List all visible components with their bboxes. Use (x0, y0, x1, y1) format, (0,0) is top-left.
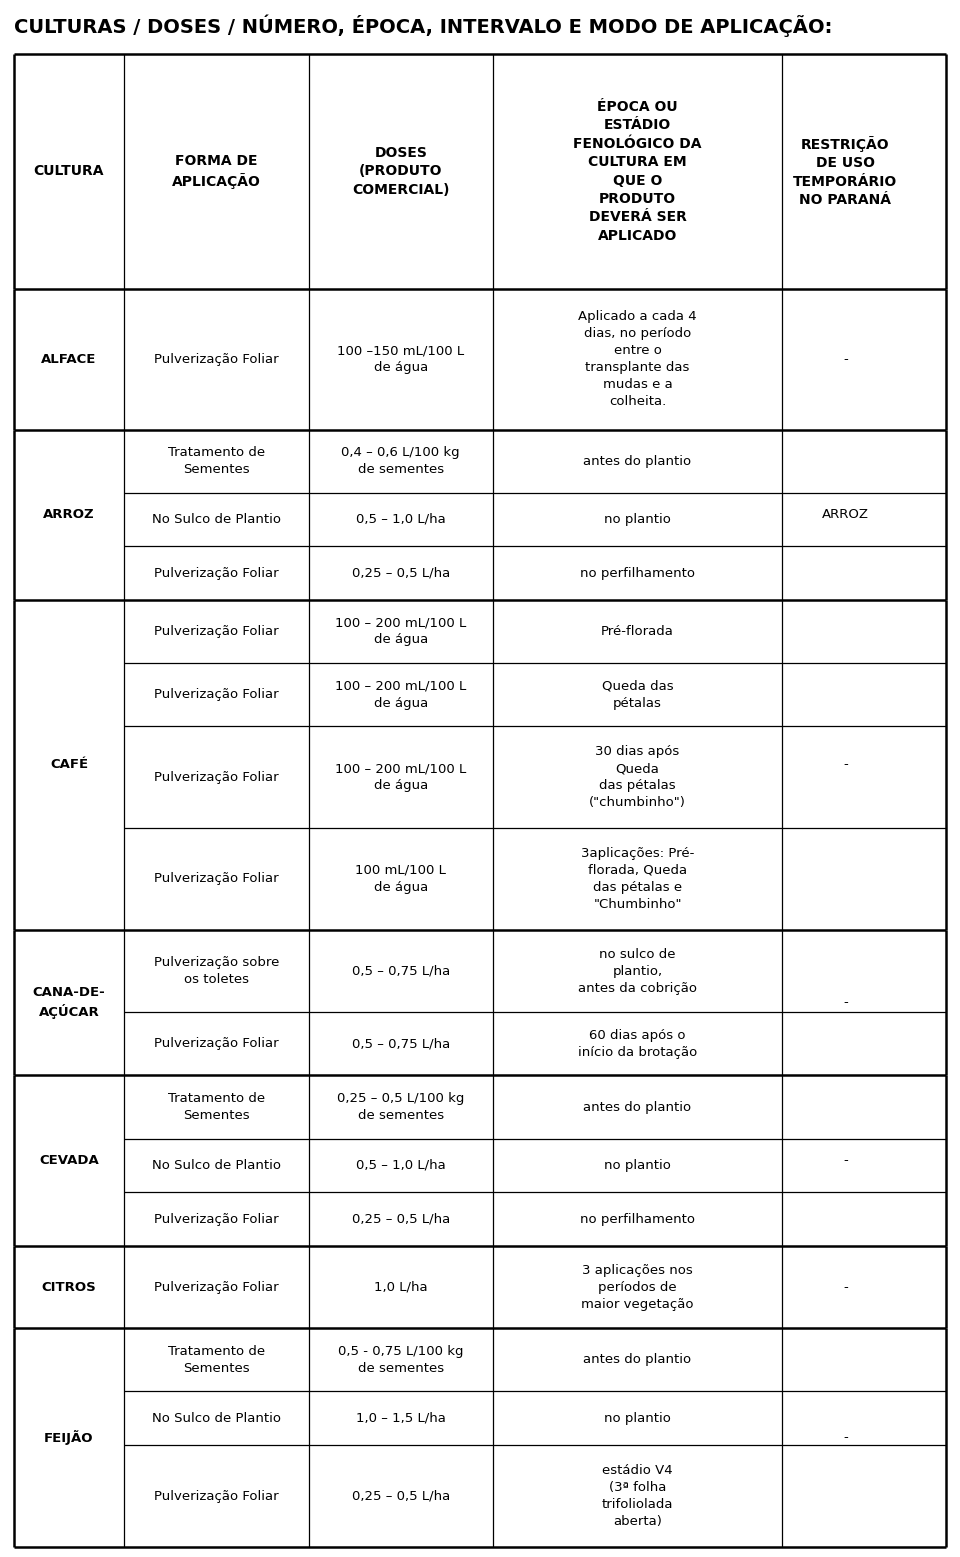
Text: -: - (843, 353, 848, 366)
Text: -: - (843, 1431, 848, 1445)
Text: 0,25 – 0,5 L/100 kg
de sementes: 0,25 – 0,5 L/100 kg de sementes (337, 1091, 465, 1123)
Text: No Sulco de Plantio: No Sulco de Plantio (152, 1158, 280, 1172)
Text: Pulverização Foliar: Pulverização Foliar (154, 688, 278, 701)
Text: 60 dias após o
início da brotação: 60 dias após o início da brotação (578, 1029, 697, 1059)
Text: CULTURA: CULTURA (34, 165, 105, 179)
Text: 0,4 – 0,6 L/100 kg
de sementes: 0,4 – 0,6 L/100 kg de sementes (342, 447, 460, 476)
Text: 100 – 200 mL/100 L
de água: 100 – 200 mL/100 L de água (335, 679, 467, 710)
Text: Pulverização sobre
os toletes: Pulverização sobre os toletes (154, 956, 279, 986)
Text: 1,0 – 1,5 L/ha: 1,0 – 1,5 L/ha (356, 1412, 445, 1425)
Text: 100 –150 mL/100 L
de água: 100 –150 mL/100 L de água (337, 344, 465, 374)
Text: No Sulco de Plantio: No Sulco de Plantio (152, 512, 280, 526)
Text: -: - (843, 996, 848, 1009)
Text: Pulverização Foliar: Pulverização Foliar (154, 1280, 278, 1294)
Text: 100 mL/100 L
de água: 100 mL/100 L de água (355, 864, 446, 894)
Text: ALFACE: ALFACE (41, 353, 97, 366)
Text: 3 aplicações nos
períodos de
maior vegetação: 3 aplicações nos períodos de maior veget… (581, 1264, 694, 1311)
Text: Pulverização Foliar: Pulverização Foliar (154, 353, 278, 366)
Text: no perfilhamento: no perfilhamento (580, 567, 695, 579)
Text: 0,5 - 0,75 L/100 kg
de sementes: 0,5 - 0,75 L/100 kg de sementes (338, 1345, 464, 1375)
Text: CAFÉ: CAFÉ (50, 758, 88, 771)
Text: no sulco de
plantio,
antes da cobrição: no sulco de plantio, antes da cobrição (578, 948, 697, 995)
Text: CANA-DE-
AÇÚCAR: CANA-DE- AÇÚCAR (33, 986, 106, 1020)
Text: Pulverização Foliar: Pulverização Foliar (154, 872, 278, 886)
Text: 0,25 – 0,5 L/ha: 0,25 – 0,5 L/ha (351, 1213, 450, 1225)
Text: Pré-florada: Pré-florada (601, 624, 674, 638)
Text: 3aplicações: Pré-
florada, Queda
das pétalas e
"Chumbinho": 3aplicações: Pré- florada, Queda das pét… (581, 847, 694, 911)
Text: 0,25 – 0,5 L/ha: 0,25 – 0,5 L/ha (351, 1490, 450, 1503)
Text: -: - (843, 1280, 848, 1294)
Text: CEVADA: CEVADA (39, 1154, 99, 1168)
Text: 1,0 L/ha: 1,0 L/ha (374, 1280, 427, 1294)
Text: ARROZ: ARROZ (43, 508, 95, 522)
Text: 0,5 – 1,0 L/ha: 0,5 – 1,0 L/ha (356, 1158, 445, 1172)
Text: CITROS: CITROS (41, 1280, 96, 1294)
Text: Pulverização Foliar: Pulverização Foliar (154, 624, 278, 638)
Text: Aplicado a cada 4
dias, no período
entre o
transplante das
mudas e a
colheita.: Aplicado a cada 4 dias, no período entre… (578, 310, 697, 408)
Text: FORMA DE
APLICAÇÃO: FORMA DE APLICAÇÃO (172, 154, 261, 188)
Text: Pulverização Foliar: Pulverização Foliar (154, 1490, 278, 1503)
Text: FEIJÃO: FEIJÃO (44, 1431, 94, 1445)
Text: 0,25 – 0,5 L/ha: 0,25 – 0,5 L/ha (351, 567, 450, 579)
Text: ÉPOCA OU
ESTÁDIO
FENOLÓGICO DA
CULTURA EM
QUE O
PRODUTO
DEVERÁ SER
APLICADO: ÉPOCA OU ESTÁDIO FENOLÓGICO DA CULTURA E… (573, 100, 702, 243)
Text: Tratamento de
Sementes: Tratamento de Sementes (168, 1345, 265, 1375)
Text: -: - (843, 1154, 848, 1168)
Text: no plantio: no plantio (604, 512, 671, 526)
Text: ARROZ: ARROZ (822, 508, 869, 522)
Text: Tratamento de
Sementes: Tratamento de Sementes (168, 447, 265, 476)
Text: 0,5 – 1,0 L/ha: 0,5 – 1,0 L/ha (356, 512, 445, 526)
Text: Pulverização Foliar: Pulverização Foliar (154, 1037, 278, 1051)
Text: 100 – 200 mL/100 L
de água: 100 – 200 mL/100 L de água (335, 761, 467, 793)
Text: -: - (843, 758, 848, 771)
Text: antes do plantio: antes do plantio (584, 1101, 691, 1113)
Text: Pulverização Foliar: Pulverização Foliar (154, 1213, 278, 1225)
Text: Pulverização Foliar: Pulverização Foliar (154, 771, 278, 783)
Text: 0,5 – 0,75 L/ha: 0,5 – 0,75 L/ha (351, 965, 450, 978)
Text: no plantio: no plantio (604, 1412, 671, 1425)
Text: Tratamento de
Sementes: Tratamento de Sementes (168, 1091, 265, 1123)
Text: 0,5 – 0,75 L/ha: 0,5 – 0,75 L/ha (351, 1037, 450, 1051)
Text: Queda das
pétalas: Queda das pétalas (602, 679, 673, 710)
Text: No Sulco de Plantio: No Sulco de Plantio (152, 1412, 280, 1425)
Text: Pulverização Foliar: Pulverização Foliar (154, 567, 278, 579)
Text: CULTURAS / DOSES / NÚMERO, ÉPOCA, INTERVALO E MODO DE APLICAÇÃO:: CULTURAS / DOSES / NÚMERO, ÉPOCA, INTERV… (14, 14, 832, 36)
Text: RESTRIÇÃO
DE USO
TEMPORÁRIO
NO PARANÁ: RESTRIÇÃO DE USO TEMPORÁRIO NO PARANÁ (793, 135, 898, 207)
Text: 100 – 200 mL/100 L
de água: 100 – 200 mL/100 L de água (335, 617, 467, 646)
Text: no perfilhamento: no perfilhamento (580, 1213, 695, 1225)
Text: estádio V4
(3ª folha
trifoliolada
aberta): estádio V4 (3ª folha trifoliolada aberta… (602, 1464, 673, 1527)
Text: 30 dias após
Queda
das pétalas
("chumbinho"): 30 dias após Queda das pétalas ("chumbin… (589, 746, 686, 810)
Text: DOSES
(PRODUTO
COMERCIAL): DOSES (PRODUTO COMERCIAL) (352, 146, 449, 196)
Text: no plantio: no plantio (604, 1158, 671, 1172)
Text: antes do plantio: antes do plantio (584, 1353, 691, 1367)
Text: antes do plantio: antes do plantio (584, 455, 691, 467)
